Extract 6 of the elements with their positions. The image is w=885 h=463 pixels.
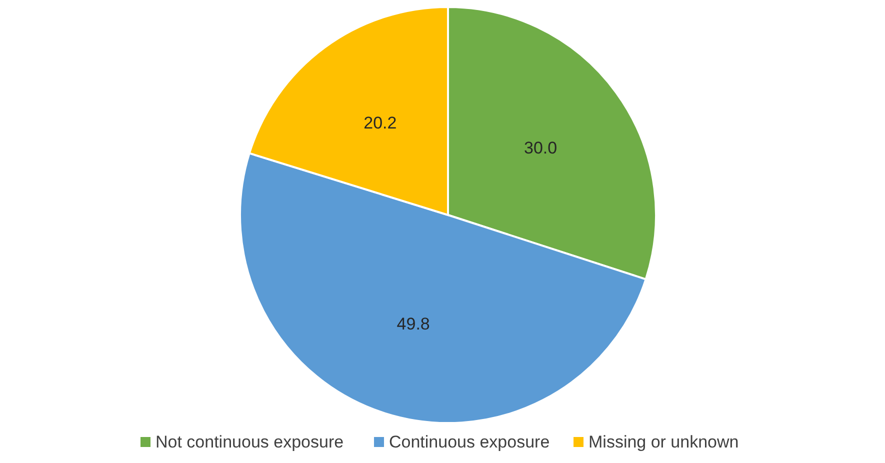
data-label: 49.8: [396, 314, 430, 334]
legend-label: Continuous exposure: [389, 432, 550, 452]
data-label: 30.0: [524, 138, 558, 158]
legend-label: Missing or unknown: [588, 432, 739, 452]
data-label: 20.2: [364, 113, 397, 132]
legend-label: Not continuous exposure: [156, 432, 344, 452]
